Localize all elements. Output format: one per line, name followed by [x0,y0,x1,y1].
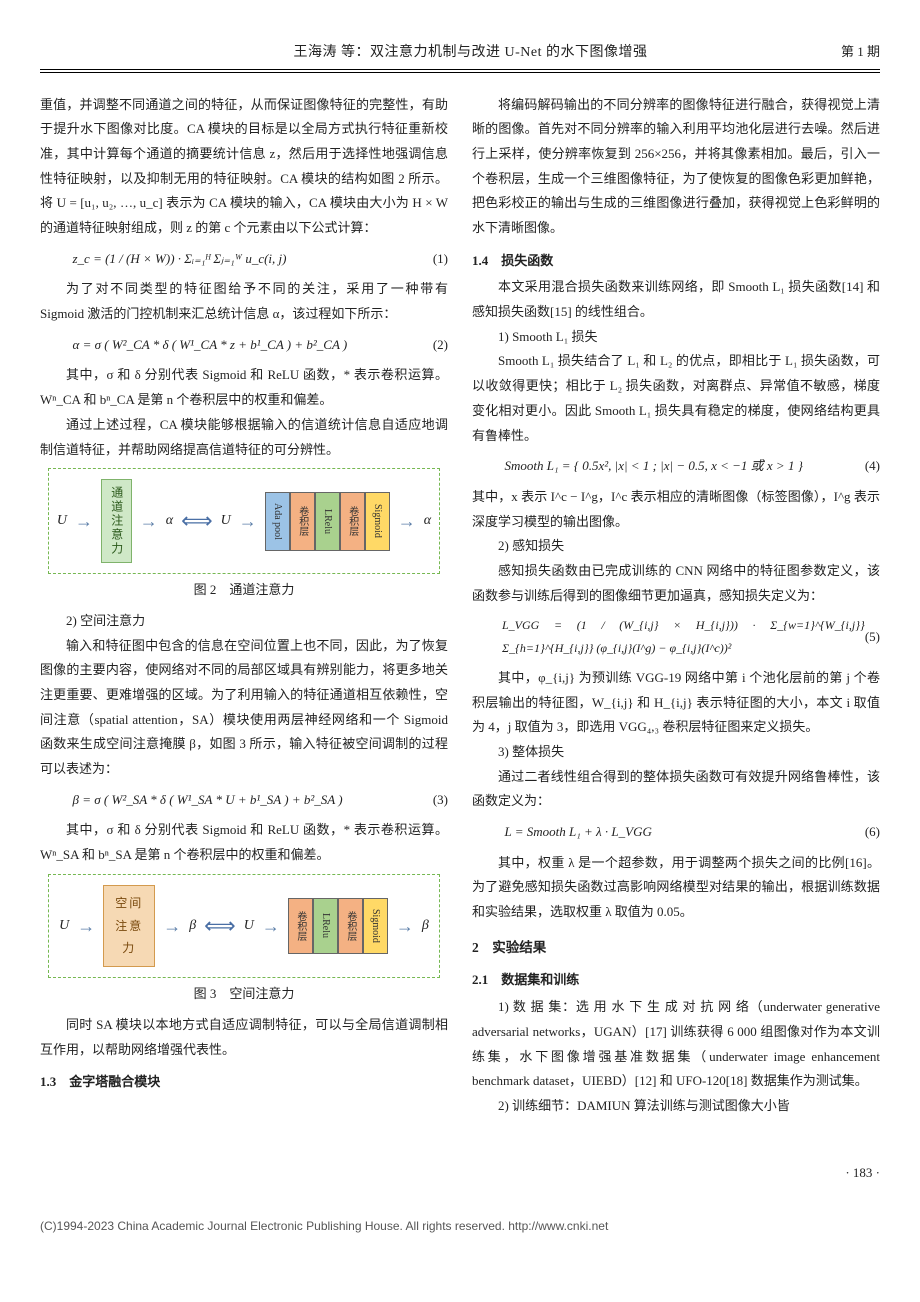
equation-number: (3) [433,788,448,813]
body-paragraph: 其中，x 表示 I^c − I^g，I^c 表示相应的清晰图像（标签图像），I^… [472,485,880,534]
equation-number: (1) [433,247,448,272]
body-paragraph: 其中，φ_{i,j} 为预训练 VGG-19 网络中第 i 个池化层前的第 j … [472,666,880,740]
figure-3-caption: 图 3 空间注意力 [40,982,448,1007]
spatial-attention-diagram: U → 空间注意力 → β ⟺ U → 卷积层 LRelu 卷积层 Sigmoi… [48,874,440,978]
body-paragraph: 其中，σ 和 δ 分别代表 Sigmoid 和 ReLU 函数，* 表示卷积运算… [40,818,448,867]
figure-2-caption: 图 2 通道注意力 [40,578,448,603]
diagram-label-u: U [244,913,254,940]
conv-layer: 卷积层 [288,898,313,954]
equation-body: β = σ ( W²_SA * δ ( W¹_SA * U + b¹_SA ) … [40,788,343,813]
double-arrow-icon: ⟺ [204,915,236,937]
body-paragraph: 1) 数 据 集：选 用 水 下 生 成 对 抗 网 络（underwater … [472,995,880,1094]
body-paragraph: 为了对不同类型的特征图给予不同的关注，采用了一种带有 Sigmoid 激活的门控… [40,277,448,326]
channel-attention-block: 通道注意力 [101,479,132,563]
page-header: 王海涛 等：双注意力机制与改进 U-Net 的水下图像增强 第 1 期 [40,40,880,70]
arrow-icon: → [77,917,95,935]
heading-2: 2 实验结果 [472,935,880,961]
two-column-body: 重值，并调整不同通道之间的特征，从而保证图像特征的完整性，有助于提升水下图像对比… [40,93,880,1143]
conv-layer: 卷积层 [290,492,315,551]
body-paragraph: 1) Smooth L₁ 损失 [472,325,880,350]
body-paragraph: 感知损失函数由已完成训练的 CNN 网络中的特征图参数定义，该函数参与训练后得到… [472,559,880,608]
issue-number: 第 1 期 [841,40,880,65]
equation-5: L_VGG = (1 / (W_{i,j} × H_{i,j})) · Σ_{w… [472,614,880,660]
diagram-label-u: U [59,913,69,940]
sigmoid-layer: Sigmoid [363,898,388,954]
lrelu-layer: LRelu [313,898,338,954]
arrow-icon: → [75,512,93,530]
equation-number: (6) [865,820,880,845]
diagram-label-alpha: α [166,508,173,535]
diagram-label-u: U [221,508,231,535]
body-paragraph: 本文采用混合损失函数来训练网络，即 Smooth L₁ 损失函数[14] 和感知… [472,275,880,324]
double-arrow-icon: ⟺ [181,510,213,532]
layer-stack: 卷积层 LRelu 卷积层 Sigmoid [288,898,388,954]
copyright-notice: (C)1994-2023 China Academic Journal Elec… [40,1215,880,1238]
heading-1-4: 1.4 损失函数 [472,249,880,274]
sigmoid-layer: Sigmoid [365,492,390,551]
running-title: 王海涛 等：双注意力机制与改进 U-Net 的水下图像增强 [100,40,841,67]
equation-body: L = Smooth L₁ + λ · L_VGG [472,820,652,845]
diagram-label-beta: β [189,913,196,940]
equation-number: (4) [865,454,880,479]
body-paragraph: 重值，并调整不同通道之间的特征，从而保证图像特征的完整性，有助于提升水下图像对比… [40,93,448,241]
body-paragraph: 输入和特征图中包含的信息在空间位置上也不同，因此，为了恢复图像的主要内容，使网络… [40,634,448,782]
equation-1: z_c = (1 / (H × W)) · Σᵢ₌₁ᴴ Σⱼ₌₁ᵂ u_c(i,… [40,247,448,272]
equation-4: Smooth L₁ = { 0.5x², |x| < 1 ; |x| − 0.5… [472,454,880,479]
arrow-icon: → [239,512,257,530]
figure-2: U → 通道注意力 → α ⟺ U → Ada pool 卷积层 LRelu 卷… [40,468,448,603]
body-paragraph: 通过上述过程，CA 模块能够根据输入的信道统计信息自适应地调制信道特征，并帮助网… [40,413,448,462]
equation-number: (5) [865,625,880,650]
conv-layer: 卷积层 [340,492,365,551]
equation-body: Smooth L₁ = { 0.5x², |x| < 1 ; |x| − 0.5… [472,454,803,479]
body-paragraph: 将编码解码输出的不同分辨率的图像特征进行融合，获得视觉上清晰的图像。首先对不同分… [472,93,880,241]
heading-1-3: 1.3 金字塔融合模块 [40,1070,448,1095]
header-rule [40,72,880,73]
equation-6: L = Smooth L₁ + λ · L_VGG (6) [472,820,880,845]
body-paragraph: 同时 SA 模块以本地方式自适应调制特征，可以与全局信道调制相互作用，以帮助网络… [40,1013,448,1062]
spatial-attention-block: 空间注意力 [103,885,155,967]
equation-2: α = σ ( W²_CA * δ ( W¹_CA * z + b¹_CA ) … [40,333,448,358]
equation-3: β = σ ( W²_SA * δ ( W¹_SA * U + b¹_SA ) … [40,788,448,813]
arrow-icon: → [396,917,414,935]
equation-body: α = σ ( W²_CA * δ ( W¹_CA * z + b¹_CA ) … [40,333,347,358]
arrow-icon: → [140,512,158,530]
equation-body: z_c = (1 / (H × W)) · Σᵢ₌₁ᴴ Σⱼ₌₁ᵂ u_c(i,… [40,247,287,272]
arrow-icon: → [262,917,280,935]
diagram-label-u: U [57,508,67,535]
body-paragraph: 2) 训练细节：DAMIUN 算法训练与测试图像大小皆 [472,1094,880,1119]
body-paragraph: 2) 感知损失 [472,534,880,559]
channel-attention-diagram: U → 通道注意力 → α ⟺ U → Ada pool 卷积层 LRelu 卷… [48,468,440,574]
arrow-icon: → [398,512,416,530]
diagram-label-beta: β [422,913,429,940]
subheading: 2) 空间注意力 [40,609,448,634]
equation-body: L_VGG = (1 / (W_{i,j} × H_{i,j})) · Σ_{w… [472,614,865,660]
body-paragraph: 3) 整体损失 [472,740,880,765]
diagram-label-alpha: α [424,508,431,535]
body-paragraph: Smooth L₁ 损失结合了 L₁ 和 L₂ 的优点，即相比于 L₁ 损失函数… [472,349,880,448]
page-number: · 183 · [40,1161,880,1186]
figure-3: U → 空间注意力 → β ⟺ U → 卷积层 LRelu 卷积层 Sigmoi… [40,874,448,1007]
body-paragraph: 其中，σ 和 δ 分别代表 Sigmoid 和 ReLU 函数，* 表示卷积运算… [40,363,448,412]
conv-layer: 卷积层 [338,898,363,954]
body-paragraph: 通过二者线性组合得到的整体损失函数可有效提升网络鲁棒性，该函数定义为： [472,765,880,814]
layer-stack: Ada pool 卷积层 LRelu 卷积层 Sigmoid [265,492,390,551]
heading-2-1: 2.1 数据集和训练 [472,968,880,993]
lrelu-layer: LRelu [315,492,340,551]
arrow-icon: → [163,917,181,935]
body-paragraph: 其中，权重 λ 是一个超参数，用于调整两个损失之间的比例[16]。为了避免感知损… [472,851,880,925]
ada-pool-layer: Ada pool [265,492,290,551]
equation-number: (2) [433,333,448,358]
